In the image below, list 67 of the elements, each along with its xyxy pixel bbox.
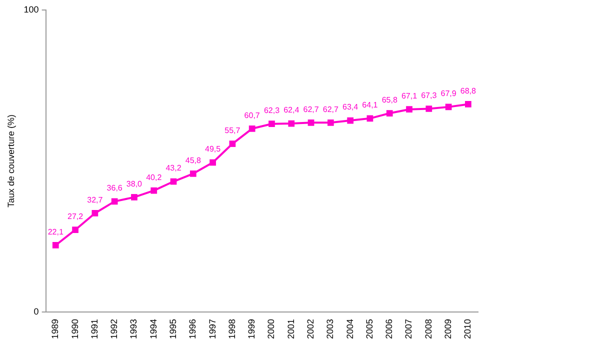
point: [426, 106, 432, 112]
data-label: 43,2: [166, 164, 182, 173]
point: [111, 198, 118, 205]
x-tick-label: 2007: [404, 318, 414, 340]
data-label: 60,7: [244, 110, 260, 120]
x-tick-label: 2004: [344, 318, 355, 340]
data-label: 62,4: [284, 106, 300, 115]
data-label: 62,7: [322, 104, 339, 114]
data-label: 45,8: [185, 156, 202, 165]
x-tick-label: 2006: [384, 318, 394, 340]
x-tick-label: 1994: [148, 318, 158, 340]
data-label: 55,7: [224, 126, 241, 135]
data-label: 27,2: [67, 212, 84, 222]
y-axis-title: Taux de couverture (%): [6, 114, 16, 208]
point: [406, 106, 412, 113]
point: [248, 125, 256, 132]
data-label: 67,1: [401, 92, 418, 101]
data-label: 64,1: [362, 100, 378, 110]
point: [131, 194, 138, 200]
x-tick-label: 2005: [364, 318, 374, 340]
point: [366, 115, 374, 122]
point: [308, 119, 314, 126]
data-label: 22,1: [48, 227, 64, 236]
x-tick-label: 2002: [306, 318, 316, 340]
x-tick-label: 1999: [246, 318, 257, 340]
point: [288, 120, 295, 127]
x-tick-label: 1992: [109, 318, 120, 340]
point: [52, 242, 59, 248]
point: [347, 117, 354, 124]
y-tick-label: 0: [34, 306, 39, 316]
point: [464, 101, 472, 108]
data-label: 49,5: [205, 144, 222, 154]
point: [386, 110, 393, 116]
data-label: 62,7: [303, 104, 320, 114]
point: [92, 210, 98, 216]
data-label: 62,3: [264, 106, 280, 116]
x-tick-label: 1993: [128, 318, 139, 340]
point: [190, 170, 196, 177]
point: [327, 119, 334, 126]
x-tick-label: 2003: [325, 318, 336, 340]
x-tick-label: 1991: [89, 318, 100, 340]
x-tick-label: 1996: [188, 318, 198, 340]
data-label: 36,6: [106, 184, 123, 193]
x-tick-label: 2009: [443, 318, 454, 340]
data-label: 40,2: [146, 172, 162, 182]
data-label: 68,8: [460, 86, 477, 96]
data-label: 32,7: [87, 195, 104, 204]
x-tick-label: 1995: [168, 318, 178, 340]
x-tick-label: 1997: [207, 318, 218, 340]
data-label: 65,8: [382, 95, 398, 104]
point: [72, 226, 78, 234]
point: [150, 187, 158, 194]
data-label: 63,4: [342, 102, 359, 112]
x-tick-label: 2008: [423, 318, 434, 340]
x-tick-label: 1989: [50, 318, 60, 340]
y-tick-label: 100: [24, 4, 39, 14]
x-tick-label: 1998: [226, 318, 237, 340]
data-label: 67,3: [421, 90, 438, 100]
point: [210, 159, 216, 166]
x-tick-label: 2001: [286, 318, 296, 340]
point: [229, 140, 236, 147]
x-tick-label: 2010: [462, 318, 473, 340]
data-label: 67,9: [440, 89, 457, 98]
x-tick-label: 1990: [70, 318, 80, 340]
data-label: 38,0: [126, 179, 143, 188]
point: [268, 120, 275, 128]
x-tick-label: 2000: [266, 318, 276, 340]
